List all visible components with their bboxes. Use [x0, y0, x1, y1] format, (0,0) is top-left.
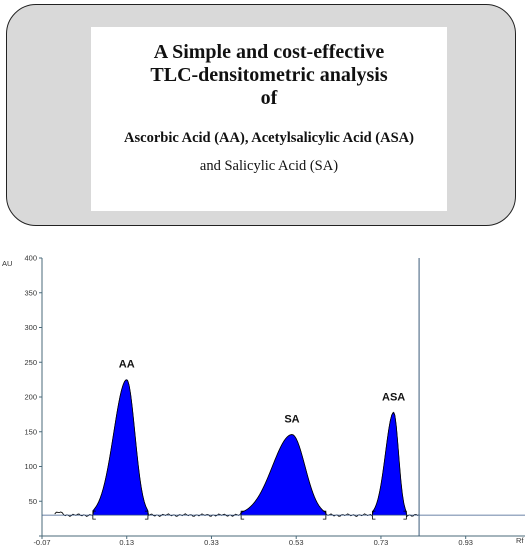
title-line-4: Ascorbic Acid (AA), Acetylsalicylic Acid…	[124, 130, 414, 146]
y-tick-label-3: 200	[24, 393, 37, 402]
peak-label-asa: ASA	[382, 391, 405, 403]
title-panel: A Simple and cost-effective TLC-densitom…	[6, 4, 516, 226]
title-line-1: A Simple and cost-effective	[153, 41, 385, 63]
x-tick-label-2: 0.33	[204, 538, 219, 547]
x-tick-label-5: 0.93	[458, 538, 473, 547]
y-tick-label-7: 400	[24, 254, 37, 263]
x-tick-label-0: -0.07	[33, 538, 50, 547]
y-axis-label: AU	[2, 259, 12, 268]
y-tick-label-1: 100	[24, 462, 37, 471]
peak-label-aa: AA	[119, 359, 135, 371]
peak-label-sa: SA	[284, 414, 299, 426]
y-tick-label-4: 250	[24, 358, 37, 367]
x-tick-label-1: 0.13	[119, 538, 134, 547]
x-tick-label-4: 0.73	[374, 538, 389, 547]
title-line-5: and Salicylic Acid (SA)	[199, 158, 339, 174]
y-tick-label-6: 350	[24, 288, 37, 297]
title-line-2: TLC-densitometric analysis	[150, 64, 388, 86]
densitogram-chart: AA SA ASA 50 100 150 200 250 300 350 400 -0.07 0.13…	[2, 254, 525, 547]
y-tick-label-0: 50	[29, 497, 37, 506]
title-line-3: of	[260, 87, 278, 109]
x-axis-label: Rf	[516, 536, 524, 545]
x-tick-label-3: 0.53	[289, 538, 304, 547]
y-tick-label-5: 300	[24, 323, 37, 332]
y-tick-label-2: 150	[24, 427, 37, 436]
title-card: A Simple and cost-effective TLC-densitom…	[91, 27, 447, 211]
